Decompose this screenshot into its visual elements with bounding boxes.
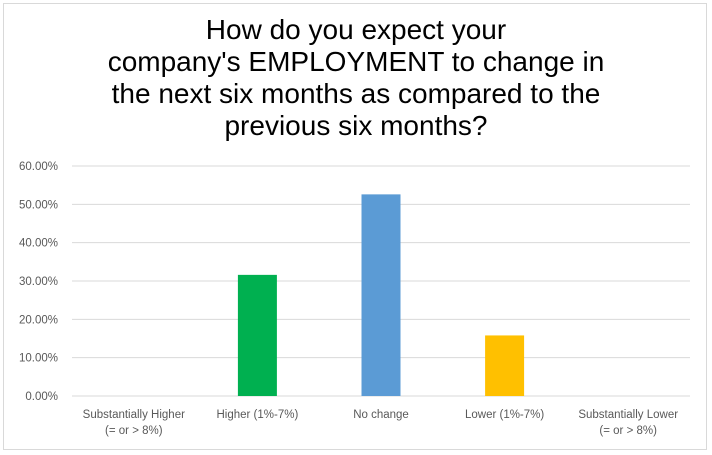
bar bbox=[361, 194, 401, 396]
y-tick-label: 30.00% bbox=[19, 276, 58, 288]
y-tick-label: 20.00% bbox=[19, 314, 58, 326]
y-tick-label: 40.00% bbox=[19, 238, 58, 250]
y-tick-label: 60.00% bbox=[19, 161, 58, 173]
chart-title-line: previous six months? bbox=[224, 110, 488, 141]
chart-title: How do you expect your company's EMPLOYM… bbox=[0, 14, 712, 142]
chart-title-line: company's EMPLOYMENT to change in bbox=[107, 46, 605, 77]
chart-frame bbox=[3, 3, 707, 450]
bar bbox=[237, 274, 277, 396]
x-category-label: Substantially Lower (= or > 8%) bbox=[578, 409, 678, 437]
y-tick-label: 50.00% bbox=[19, 199, 58, 211]
y-tick-label: 10.00% bbox=[19, 353, 58, 365]
chart-title-line: the next six months as compared to the bbox=[111, 78, 601, 109]
bar bbox=[485, 335, 525, 396]
chart-title-line: How do you expect your bbox=[205, 14, 507, 45]
x-category-label: Substantially Higher (= or > 8%) bbox=[83, 409, 185, 437]
x-category-label: Higher (1%-7%) bbox=[216, 409, 298, 421]
x-category-label: Lower (1%-7%) bbox=[465, 409, 544, 421]
x-category-label: No change bbox=[353, 409, 409, 421]
y-tick-label: 0.00% bbox=[25, 391, 58, 403]
